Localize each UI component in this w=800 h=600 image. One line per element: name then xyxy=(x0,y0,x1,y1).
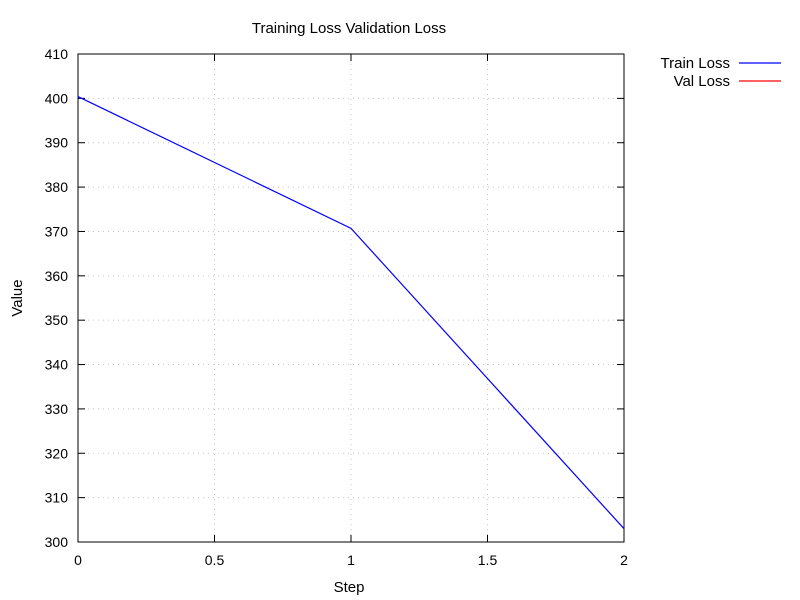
y-tick-label: 410 xyxy=(45,46,69,62)
y-tick-label: 390 xyxy=(45,135,69,151)
y-tick-label: 300 xyxy=(45,534,69,550)
y-tick-label: 350 xyxy=(45,312,69,328)
legend-label: Train Loss xyxy=(661,55,730,72)
chart-title: Training Loss Validation Loss xyxy=(252,20,446,37)
y-axis-label: Value xyxy=(9,279,26,316)
y-tick-label: 380 xyxy=(45,179,69,195)
x-tick-label: 1 xyxy=(347,552,355,568)
x-axis-label: Step xyxy=(334,579,365,596)
y-tick-label: 320 xyxy=(45,445,69,461)
y-tick-label: 340 xyxy=(45,357,69,373)
plot-frame xyxy=(77,53,625,543)
y-tick-label: 370 xyxy=(45,223,69,239)
legend-label: Val Loss xyxy=(674,73,730,90)
x-tick-label: 0 xyxy=(74,552,82,568)
x-tick-label: 1.5 xyxy=(478,552,498,568)
axis-ticks: 0 0.5 1 1.5 2 300 310 320 330 340 350 360 370 380 390 4… xyxy=(45,46,628,568)
grid xyxy=(78,54,624,542)
series-layer xyxy=(77,96,625,530)
x-tick-label: 0.5 xyxy=(205,552,225,568)
y-tick-label: 310 xyxy=(45,490,69,506)
y-tick-label: 330 xyxy=(45,401,69,417)
x-tick-label: 2 xyxy=(620,552,628,568)
y-tick-label: 400 xyxy=(45,90,69,106)
y-tick-label: 360 xyxy=(45,268,69,284)
series-line-train-loss xyxy=(77,96,625,530)
